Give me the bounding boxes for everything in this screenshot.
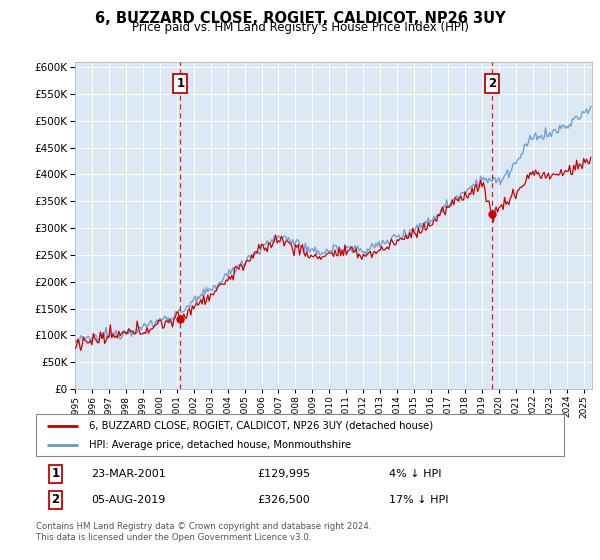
- Text: 17% ↓ HPI: 17% ↓ HPI: [389, 495, 449, 505]
- Text: Contains HM Land Registry data © Crown copyright and database right 2024.
This d: Contains HM Land Registry data © Crown c…: [36, 522, 371, 542]
- Text: 1: 1: [51, 467, 59, 480]
- Text: 23-MAR-2001: 23-MAR-2001: [91, 469, 166, 479]
- Text: HPI: Average price, detached house, Monmouthshire: HPI: Average price, detached house, Monm…: [89, 440, 351, 450]
- Text: 4% ↓ HPI: 4% ↓ HPI: [389, 469, 442, 479]
- Text: 2: 2: [488, 77, 496, 90]
- Text: 05-AUG-2019: 05-AUG-2019: [91, 495, 166, 505]
- Text: £129,995: £129,995: [257, 469, 310, 479]
- Text: Price paid vs. HM Land Registry's House Price Index (HPI): Price paid vs. HM Land Registry's House …: [131, 21, 469, 34]
- Text: 6, BUZZARD CLOSE, ROGIET, CALDICOT, NP26 3UY (detached house): 6, BUZZARD CLOSE, ROGIET, CALDICOT, NP26…: [89, 421, 433, 431]
- Text: 6, BUZZARD CLOSE, ROGIET, CALDICOT, NP26 3UY: 6, BUZZARD CLOSE, ROGIET, CALDICOT, NP26…: [95, 11, 505, 26]
- Text: 2: 2: [51, 493, 59, 506]
- Text: £326,500: £326,500: [257, 495, 310, 505]
- Text: 1: 1: [176, 77, 185, 90]
